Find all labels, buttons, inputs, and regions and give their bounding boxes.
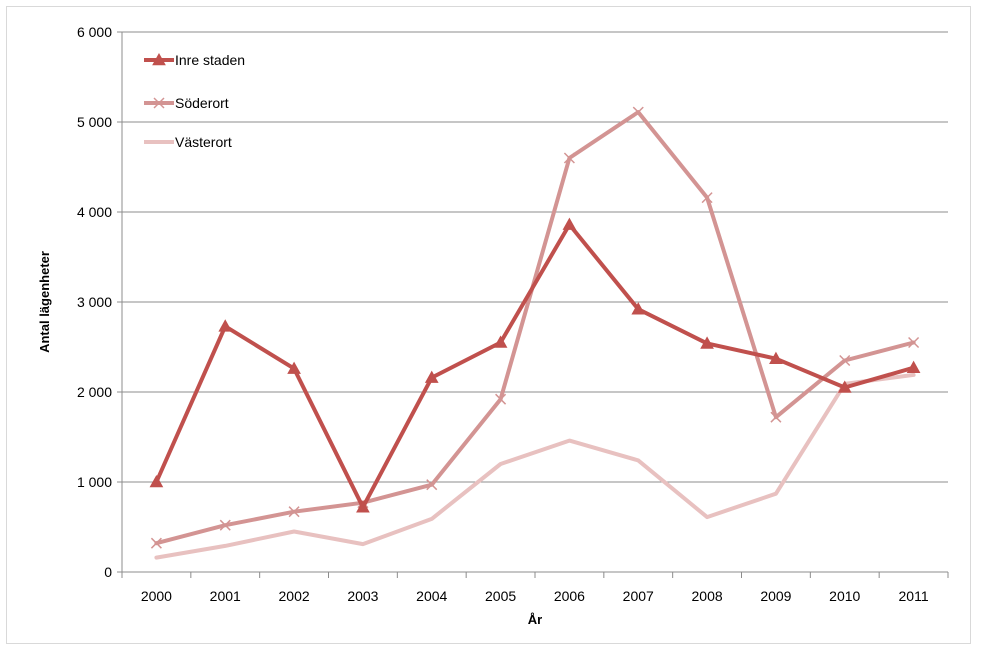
y-tick-label: 3 000 [77, 294, 112, 310]
x-tick-label: 2003 [347, 588, 378, 604]
data-point-marker [356, 500, 370, 513]
grid-lines [122, 31, 948, 573]
data-point-marker [839, 354, 851, 367]
data-point-marker [562, 217, 577, 230]
x-tick-label: 2009 [760, 588, 791, 604]
x-tick-label: 2006 [554, 588, 585, 604]
x-axis-title: År [528, 612, 542, 627]
x-tick-label: 2011 [899, 588, 929, 604]
legend: Inre staden Söderort Västerort [144, 52, 245, 150]
series-västerort [154, 372, 916, 560]
data-point-marker [218, 319, 233, 332]
data-point-marker [769, 351, 783, 364]
series-lines [149, 106, 921, 560]
y-tick-label: 1 000 [77, 474, 112, 490]
series-line [154, 222, 916, 510]
legend-item: Söderort [144, 95, 229, 111]
data-point-marker [632, 106, 644, 118]
x-tick-label: 2002 [279, 588, 310, 604]
y-tick-label: 4 000 [77, 204, 112, 220]
y-tick-label: 5 000 [77, 114, 112, 130]
y-tick-labels: 0 1 000 2 000 3 000 4 000 5 000 6 000 [77, 24, 112, 580]
data-point-marker [700, 336, 714, 349]
data-point-marker [495, 393, 507, 405]
data-point-marker [906, 360, 921, 373]
chart-frame: 0 1 000 2 000 3 000 4 000 5 000 6 000 2000 2001… [6, 6, 971, 644]
data-point-marker [219, 519, 231, 531]
data-point-marker [287, 361, 301, 374]
data-point-marker [701, 192, 713, 204]
y-tick-label: 0 [104, 564, 112, 580]
legend-item: Inre staden [144, 52, 245, 68]
data-point-marker [837, 380, 852, 393]
x-tick-label: 2004 [416, 588, 447, 604]
data-point-marker [424, 370, 439, 383]
y-tick-label: 2 000 [77, 384, 112, 400]
data-point-marker [288, 506, 300, 518]
line-chart: 0 1 000 2 000 3 000 4 000 5 000 6 000 2000 2001… [37, 24, 949, 627]
data-point-marker [631, 302, 646, 315]
series-line [154, 372, 916, 560]
data-point-marker [908, 336, 920, 349]
legend-item: Västerort [144, 134, 232, 150]
data-point-marker [150, 537, 162, 549]
data-point-marker [770, 411, 782, 423]
x-tick-label: 2005 [485, 588, 516, 604]
x-tick-labels: 2000 2001 2002 2003 2004 2005 2006 2007 2008 2009… [141, 588, 929, 604]
legend-label: Västerort [175, 134, 232, 150]
series-inre-staden [149, 217, 921, 513]
data-point-marker [493, 335, 508, 348]
x-tick-label: 2000 [141, 588, 172, 604]
x-tick-label: 2007 [623, 588, 654, 604]
x-tick-label: 2010 [829, 588, 860, 604]
axes [117, 31, 949, 578]
data-point-marker [153, 97, 165, 109]
series-line [154, 110, 916, 546]
data-point-marker [149, 474, 164, 488]
x-tick-label: 2001 [210, 588, 241, 604]
data-point-marker [152, 52, 166, 66]
y-axis-title: Antal lägenheter [37, 251, 52, 353]
x-tick-label: 2008 [692, 588, 723, 604]
y-tick-label: 6 000 [77, 24, 112, 40]
legend-label: Inre staden [175, 52, 245, 68]
legend-label: Söderort [175, 95, 229, 111]
data-point-marker [426, 479, 438, 491]
data-point-marker [563, 152, 575, 164]
